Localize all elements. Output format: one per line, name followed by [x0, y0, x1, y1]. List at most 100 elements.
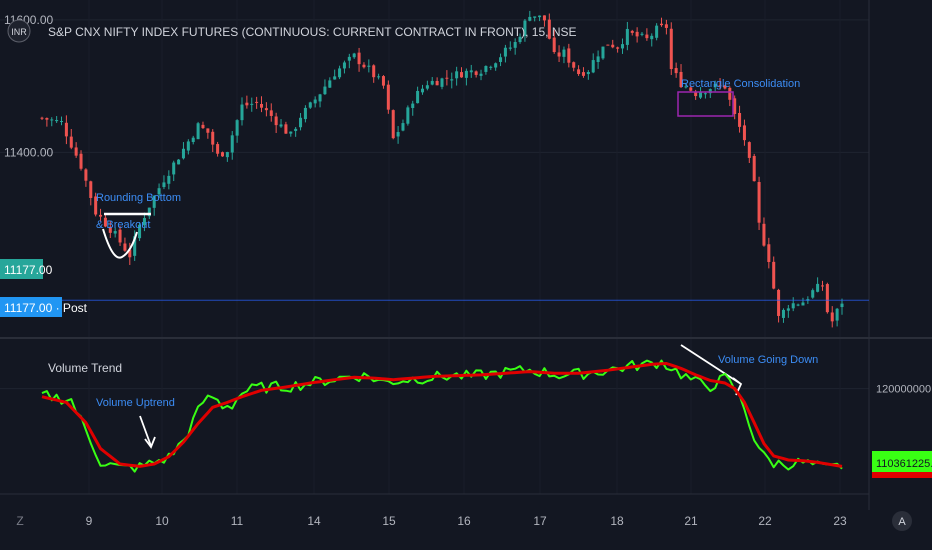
candle-body [547, 19, 551, 39]
auto-scale-button[interactable] [892, 511, 912, 531]
candle-body [289, 131, 293, 134]
candle-body [367, 65, 371, 67]
candle-body [567, 48, 571, 63]
candle-body [708, 89, 712, 94]
volume-lines-layer [41, 359, 843, 473]
candle-body [640, 33, 644, 35]
volume-value-tag-text: 110361225.00 [876, 458, 932, 470]
time-tick-label: 15 [382, 514, 396, 528]
candle-body [260, 103, 264, 108]
candle-body [225, 152, 229, 158]
candle-body [801, 302, 805, 306]
candle-body [377, 76, 381, 78]
candle-body [294, 128, 298, 131]
annotation-rectangle: Rectangle Consolidation [681, 78, 800, 90]
candle-body [557, 52, 561, 57]
candle-body [220, 152, 224, 157]
candle-body [167, 175, 171, 184]
candle-body [518, 36, 522, 43]
annotation-volume-uptrend: Volume Uptrend [96, 397, 175, 409]
candle-body [250, 103, 254, 105]
candle-body [133, 236, 137, 256]
candle-body [201, 124, 205, 129]
symbol-logo[interactable] [7, 19, 31, 43]
timezone-icon[interactable]: Z [16, 514, 23, 528]
candle-body [123, 243, 127, 251]
candle-body [347, 56, 351, 61]
volume-axis[interactable]: 120000000.00 [876, 384, 932, 396]
candle-body [679, 71, 683, 88]
candle-body [313, 99, 317, 104]
annotation-rounding-bottom: Rounding Bottom [96, 192, 181, 204]
candle-body [752, 156, 756, 182]
candle-body [513, 42, 517, 48]
post-tag[interactable] [0, 297, 62, 317]
annotation-breakout: & Breakout [96, 219, 150, 231]
candle-body [601, 46, 605, 59]
candle-body [74, 147, 78, 156]
candle-body [211, 131, 215, 145]
candle-body [279, 124, 283, 127]
candle-body [60, 121, 64, 123]
candle-body [635, 31, 639, 37]
candle-body [630, 30, 634, 33]
candle-body [699, 92, 703, 98]
price-tag[interactable] [0, 259, 43, 279]
candle-body [742, 125, 746, 141]
volume-panel-title: Volume Trend [48, 361, 122, 375]
candle-body [430, 80, 434, 85]
candle-body [177, 159, 181, 165]
price-tick-label: 11400.00 [4, 145, 53, 159]
candle-body [674, 68, 678, 74]
candle-body [55, 119, 59, 122]
candle-body [479, 73, 483, 76]
time-axis[interactable]: 9 10 11 14 15 16 17 18 21 22 23 [86, 514, 847, 528]
candle-body [396, 132, 400, 137]
candle-body [781, 309, 785, 318]
candle-body [460, 72, 464, 78]
candle-body [620, 44, 624, 49]
candle-body [489, 66, 493, 68]
candle-body [611, 44, 615, 48]
candle-body [157, 188, 161, 195]
candle-body [299, 117, 303, 128]
candle-body [269, 110, 273, 116]
candle-body [406, 107, 410, 124]
candle-body [401, 123, 405, 131]
candle-body [723, 85, 727, 89]
candle-body [216, 144, 220, 154]
candle-body [499, 57, 503, 62]
candle-body [240, 104, 244, 121]
candle-body [333, 76, 337, 80]
candle-body [186, 141, 190, 151]
candle-body [577, 69, 581, 75]
candle-body [474, 71, 478, 75]
candle-body [625, 28, 629, 45]
candle-body [172, 162, 176, 175]
candle-body [572, 62, 576, 68]
rectangle-consolidation-box [677, 91, 734, 117]
candle-body [591, 60, 595, 73]
candle-body [645, 34, 649, 39]
candle-body [147, 207, 151, 217]
candle-body [660, 23, 664, 26]
candle-body [108, 226, 112, 233]
candle-body [772, 261, 776, 289]
candle-body [196, 123, 200, 140]
candle-body [435, 80, 439, 86]
candle-body [777, 289, 781, 316]
candle-body [323, 86, 327, 95]
candle-body [264, 108, 268, 111]
candle-body [533, 16, 537, 18]
candle-body [94, 196, 98, 215]
candle-body [820, 285, 824, 287]
candle-body [89, 181, 93, 198]
candle-body [703, 93, 707, 95]
candle-body [420, 88, 424, 93]
candle-body [303, 107, 307, 120]
candle-body [733, 98, 737, 115]
post-tag-value: 11177.00 · Post [4, 301, 88, 315]
time-tick-label: 22 [758, 514, 772, 528]
price-tag-value: 11177.00 [4, 263, 53, 277]
